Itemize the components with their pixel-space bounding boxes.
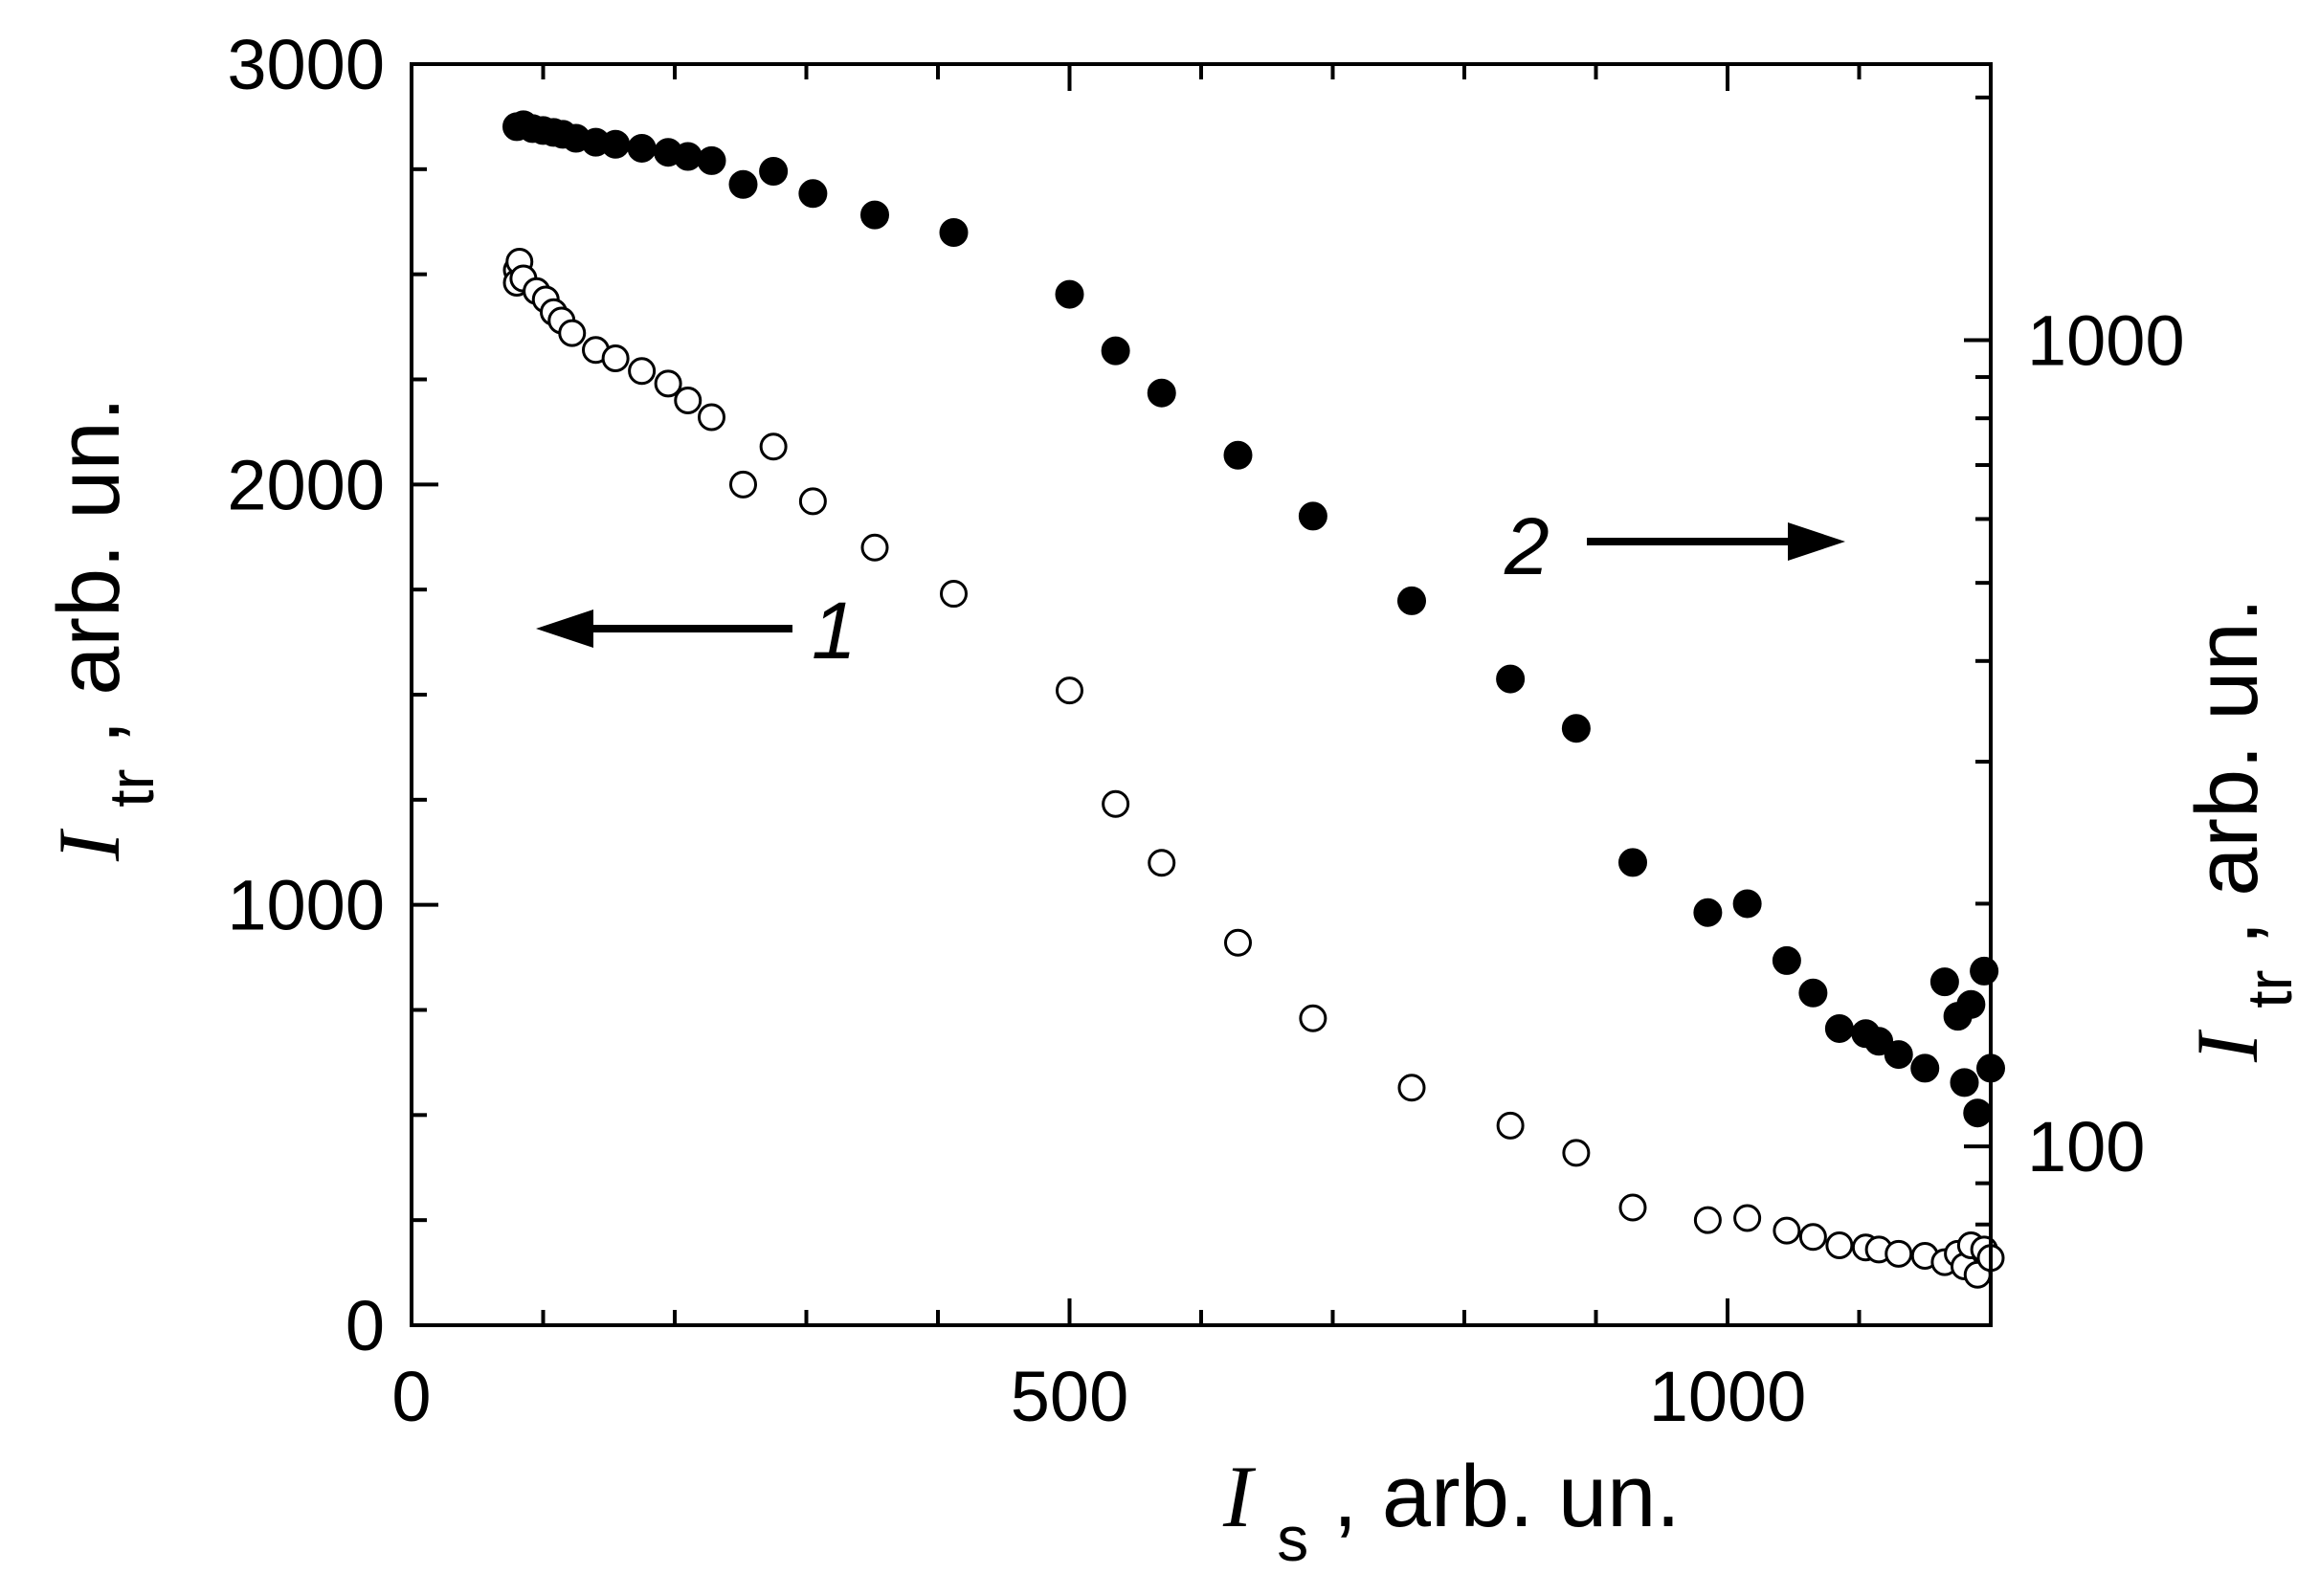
tick-labels-layer: 0 500 1000 0 1000 2000 3000 100 1000	[227, 25, 2184, 1436]
series-2-point	[1824, 1013, 1854, 1043]
series-2-point	[673, 142, 702, 171]
series-1-point	[628, 357, 657, 386]
y-left-tick-label: 2000	[227, 445, 385, 524]
x-tick-label: 1000	[1649, 1357, 1807, 1436]
series-1-point	[940, 580, 968, 609]
series-1-point	[860, 533, 889, 562]
series-2-point	[1884, 1040, 1913, 1070]
series-1-point	[1397, 1074, 1426, 1102]
annotation-2: 2	[1504, 501, 1845, 591]
series-1-point	[1733, 1204, 1762, 1232]
series-2-point	[1732, 889, 1762, 919]
series-2-point	[1561, 714, 1591, 743]
series-1-point	[558, 319, 587, 347]
series-2-point	[1397, 586, 1426, 615]
series-2-point	[1055, 279, 1084, 309]
series-1-point	[1148, 849, 1176, 877]
series-2-point	[860, 200, 889, 230]
y-left-tick-label: 1000	[227, 866, 385, 945]
y-right-axis-subscript: tr	[2234, 969, 2297, 1008]
series-2-point	[601, 129, 631, 159]
series-2-point	[1950, 1068, 1979, 1097]
series-2-point	[1101, 336, 1130, 366]
series-1-point	[1562, 1139, 1591, 1167]
series-1-point	[798, 487, 827, 516]
y-left-tick-label: 0	[346, 1286, 385, 1365]
series-1-points	[502, 247, 2005, 1289]
series-2-point	[1298, 501, 1327, 531]
series-1-point	[1056, 676, 1083, 705]
series-2-points	[502, 110, 2005, 1128]
series-1-point	[1693, 1206, 1722, 1234]
series-1-point	[674, 386, 702, 414]
series-1-point	[1773, 1216, 1801, 1245]
plot-frame	[410, 62, 1993, 1327]
series-2-point	[1963, 1098, 1993, 1128]
series-2-point	[1956, 989, 1986, 1019]
series-2-point	[759, 156, 789, 186]
series-1-point	[1798, 1223, 1827, 1252]
series-2-point	[1910, 1053, 1940, 1083]
series-2-point	[1864, 1027, 1894, 1056]
y-right-tick-label: 1000	[2027, 301, 2185, 381]
ticks-layer	[410, 62, 1993, 1327]
series-1-point	[1884, 1239, 1913, 1268]
series-1-point	[729, 470, 757, 499]
annotation-1-arrow-head	[536, 610, 593, 648]
x-axis-unit: , arb. un.	[1333, 1448, 1681, 1545]
y-left-tick-label: 3000	[227, 25, 385, 104]
series-2-point	[1772, 945, 1801, 975]
y-right-axis-symbol: I	[2178, 1029, 2276, 1063]
annotation-2-label: 2	[1504, 501, 1550, 591]
series-1-point	[601, 344, 630, 373]
series-1-point	[654, 369, 682, 398]
series-1-point	[1224, 928, 1252, 957]
series-2-point	[939, 217, 969, 247]
x-axis-subscript: s	[1277, 1503, 1308, 1574]
x-tick-label: 500	[1011, 1357, 1128, 1436]
series-2-point	[728, 169, 758, 199]
y-right-tick-label: 100	[2027, 1107, 2145, 1186]
y-left-axis-subscript: tr	[96, 768, 167, 807]
series-2-point	[1693, 898, 1723, 927]
series-2-point	[1147, 378, 1176, 408]
y-right-axis-title: I tr , arb. un.	[2178, 598, 2297, 1063]
y-left-axis-title: I tr , arb. un.	[40, 397, 172, 862]
series-1-point	[1618, 1193, 1647, 1222]
series-2-point	[627, 133, 657, 163]
annotation-2-arrow-head	[1788, 522, 1845, 561]
series-2-point	[1496, 664, 1526, 694]
x-axis-title: I s , arb. un.	[1222, 1448, 1681, 1580]
series-1-point	[1102, 789, 1130, 818]
series-2-point	[1970, 956, 1999, 986]
y-left-axis-unit: , arb. un.	[40, 397, 138, 744]
series-2-point	[1618, 848, 1647, 877]
x-tick-label: 0	[391, 1357, 431, 1436]
series-2-point	[1223, 440, 1253, 470]
annotation-1-label: 1	[812, 586, 857, 676]
series-1-point	[1496, 1111, 1525, 1140]
series-1-point	[759, 432, 788, 461]
annotation-1: 1	[536, 586, 857, 676]
series-1-point	[698, 403, 725, 432]
y-right-axis-unit: , arb. un.	[2178, 598, 2276, 945]
series-2-point	[1798, 978, 1828, 1008]
series-2-point	[798, 179, 828, 209]
series-1-point	[1825, 1231, 1854, 1260]
series-2-point	[1929, 967, 1959, 997]
x-axis-symbol: I	[1222, 1448, 1257, 1545]
series-1-point	[1299, 1004, 1327, 1032]
y-left-axis-symbol: I	[40, 828, 138, 862]
series-2-point	[697, 145, 726, 175]
